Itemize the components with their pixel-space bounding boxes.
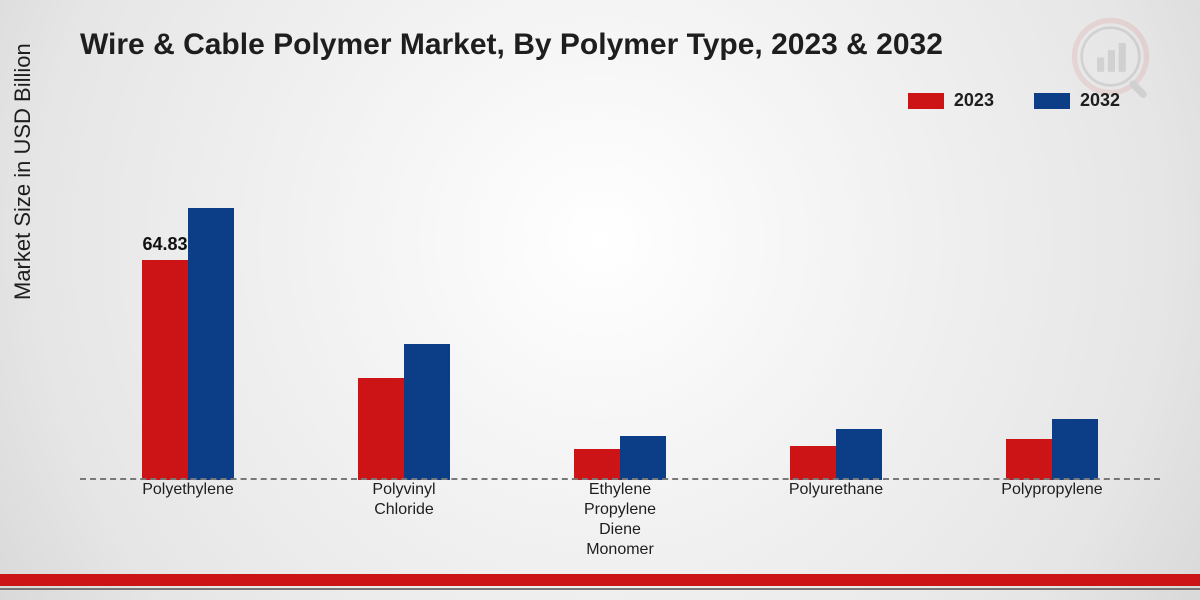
- bar-group: [358, 140, 450, 480]
- bar-s2032: [836, 429, 882, 480]
- legend-item-2023: 2023: [908, 90, 994, 111]
- bar-s2032: [188, 208, 234, 480]
- bar-pair: 64.83: [142, 208, 234, 480]
- bar-group: 64.83: [142, 140, 234, 480]
- plot-area: 64.83: [80, 140, 1160, 480]
- bar-s2032: [404, 344, 450, 480]
- bar-group: [1006, 140, 1098, 480]
- footer-divider: [0, 588, 1200, 590]
- bar-s2023: [790, 446, 836, 480]
- bar-s2032: [1052, 419, 1098, 480]
- bar-s2023: [574, 449, 620, 480]
- bar-pair: [1006, 419, 1098, 480]
- chart-title: Wire & Cable Polymer Market, By Polymer …: [80, 28, 943, 62]
- bar-pair: [790, 429, 882, 480]
- bar-pair: [574, 436, 666, 480]
- bar-group: [574, 140, 666, 480]
- legend-label-2032: 2032: [1080, 90, 1120, 111]
- bar-s2023: [1006, 439, 1052, 480]
- legend-label-2023: 2023: [954, 90, 994, 111]
- bar-s2023: [358, 378, 404, 480]
- bar-pair: [358, 344, 450, 480]
- bar-s2032: [620, 436, 666, 480]
- legend-swatch-2023: [908, 93, 944, 109]
- bar-s2023: 64.83: [142, 260, 188, 480]
- legend-item-2032: 2032: [1034, 90, 1120, 111]
- bar-groups: 64.83: [80, 140, 1160, 480]
- footer-bar: [0, 574, 1200, 586]
- bar-group: [790, 140, 882, 480]
- legend: 2023 2032: [908, 90, 1120, 111]
- y-axis-label: Market Size in USD Billion: [10, 43, 36, 300]
- chart-stage: Wire & Cable Polymer Market, By Polymer …: [0, 0, 1200, 600]
- legend-swatch-2032: [1034, 93, 1070, 109]
